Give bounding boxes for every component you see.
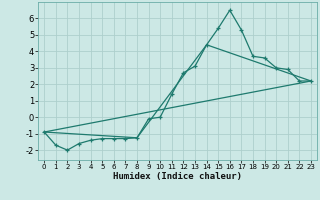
X-axis label: Humidex (Indice chaleur): Humidex (Indice chaleur) <box>113 172 242 181</box>
